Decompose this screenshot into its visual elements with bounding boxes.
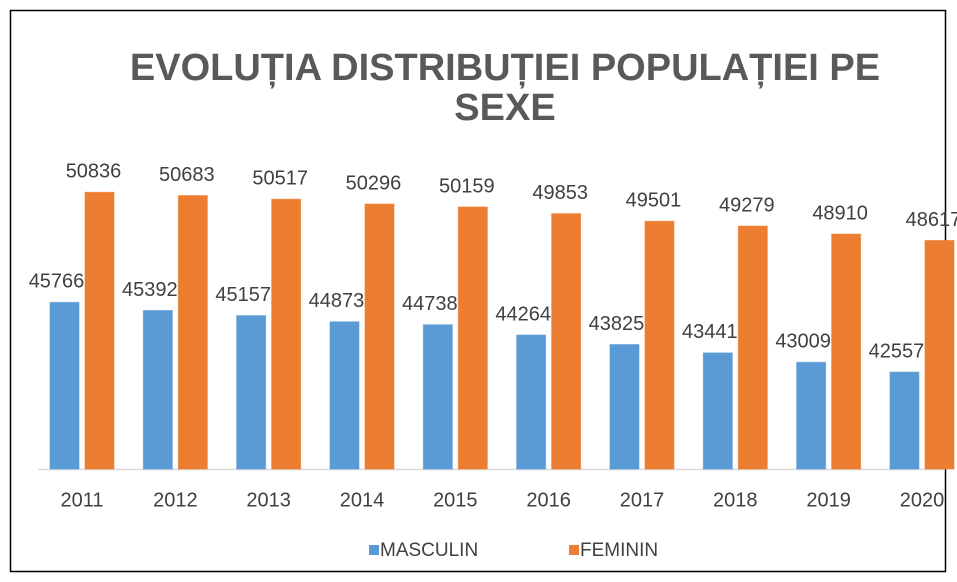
bar	[551, 213, 582, 470]
value-label: 48910	[812, 202, 868, 224]
bar	[236, 315, 267, 470]
bar	[329, 321, 360, 470]
value-label: 44738	[402, 293, 458, 315]
bar	[796, 361, 827, 470]
legend-swatch	[369, 545, 379, 555]
legend-label: MASCULIN	[380, 540, 478, 561]
bar	[924, 239, 955, 470]
bar	[457, 206, 488, 470]
bar	[49, 301, 80, 470]
bar	[644, 220, 675, 470]
bar	[516, 334, 547, 470]
value-label: 42557	[869, 340, 925, 362]
legend-label: FEMININ	[580, 540, 658, 561]
bar	[142, 310, 173, 470]
value-label: 45392	[122, 279, 178, 301]
value-label: 45766	[29, 271, 85, 293]
x-tick-label: 2013	[246, 489, 291, 511]
bar	[271, 198, 302, 470]
value-label: 49279	[719, 194, 775, 216]
value-label: 43825	[589, 313, 645, 335]
value-label: 44873	[309, 290, 365, 312]
value-label: 44264	[495, 303, 551, 325]
x-tick-label: 2017	[620, 489, 665, 511]
x-tick-label: 2012	[153, 489, 198, 511]
value-label: 50683	[159, 164, 215, 186]
bar	[702, 352, 733, 470]
bar	[84, 191, 115, 470]
bar	[609, 344, 640, 470]
value-label: 49501	[626, 190, 682, 212]
x-tick-label: 2020	[900, 489, 945, 511]
x-tick-label: 2019	[806, 489, 851, 511]
x-tick-label: 2014	[340, 489, 385, 511]
chart-title: EVOLUȚIA DISTRIBUȚIEI POPULAȚIEI PE SEXE	[129, 47, 881, 129]
value-label: 50296	[346, 172, 402, 194]
bar	[422, 324, 453, 470]
value-label: 50517	[252, 167, 308, 189]
x-tick-label: 2011	[60, 489, 103, 511]
value-label: 43441	[682, 321, 738, 343]
bar	[737, 225, 768, 470]
value-label: 49853	[532, 182, 588, 204]
value-label: 50836	[66, 161, 122, 183]
bar	[364, 203, 395, 470]
x-tick-label: 2015	[433, 489, 478, 511]
bar	[889, 371, 920, 470]
value-label: 50159	[439, 175, 495, 197]
value-label: 45157	[215, 284, 271, 306]
x-tick-label: 2018	[713, 489, 758, 511]
bar	[831, 233, 862, 470]
legend-swatch	[569, 545, 579, 555]
value-label: 48617	[906, 209, 957, 231]
bar	[177, 195, 208, 470]
value-label: 43009	[775, 331, 831, 353]
x-tick-label: 2016	[526, 489, 571, 511]
